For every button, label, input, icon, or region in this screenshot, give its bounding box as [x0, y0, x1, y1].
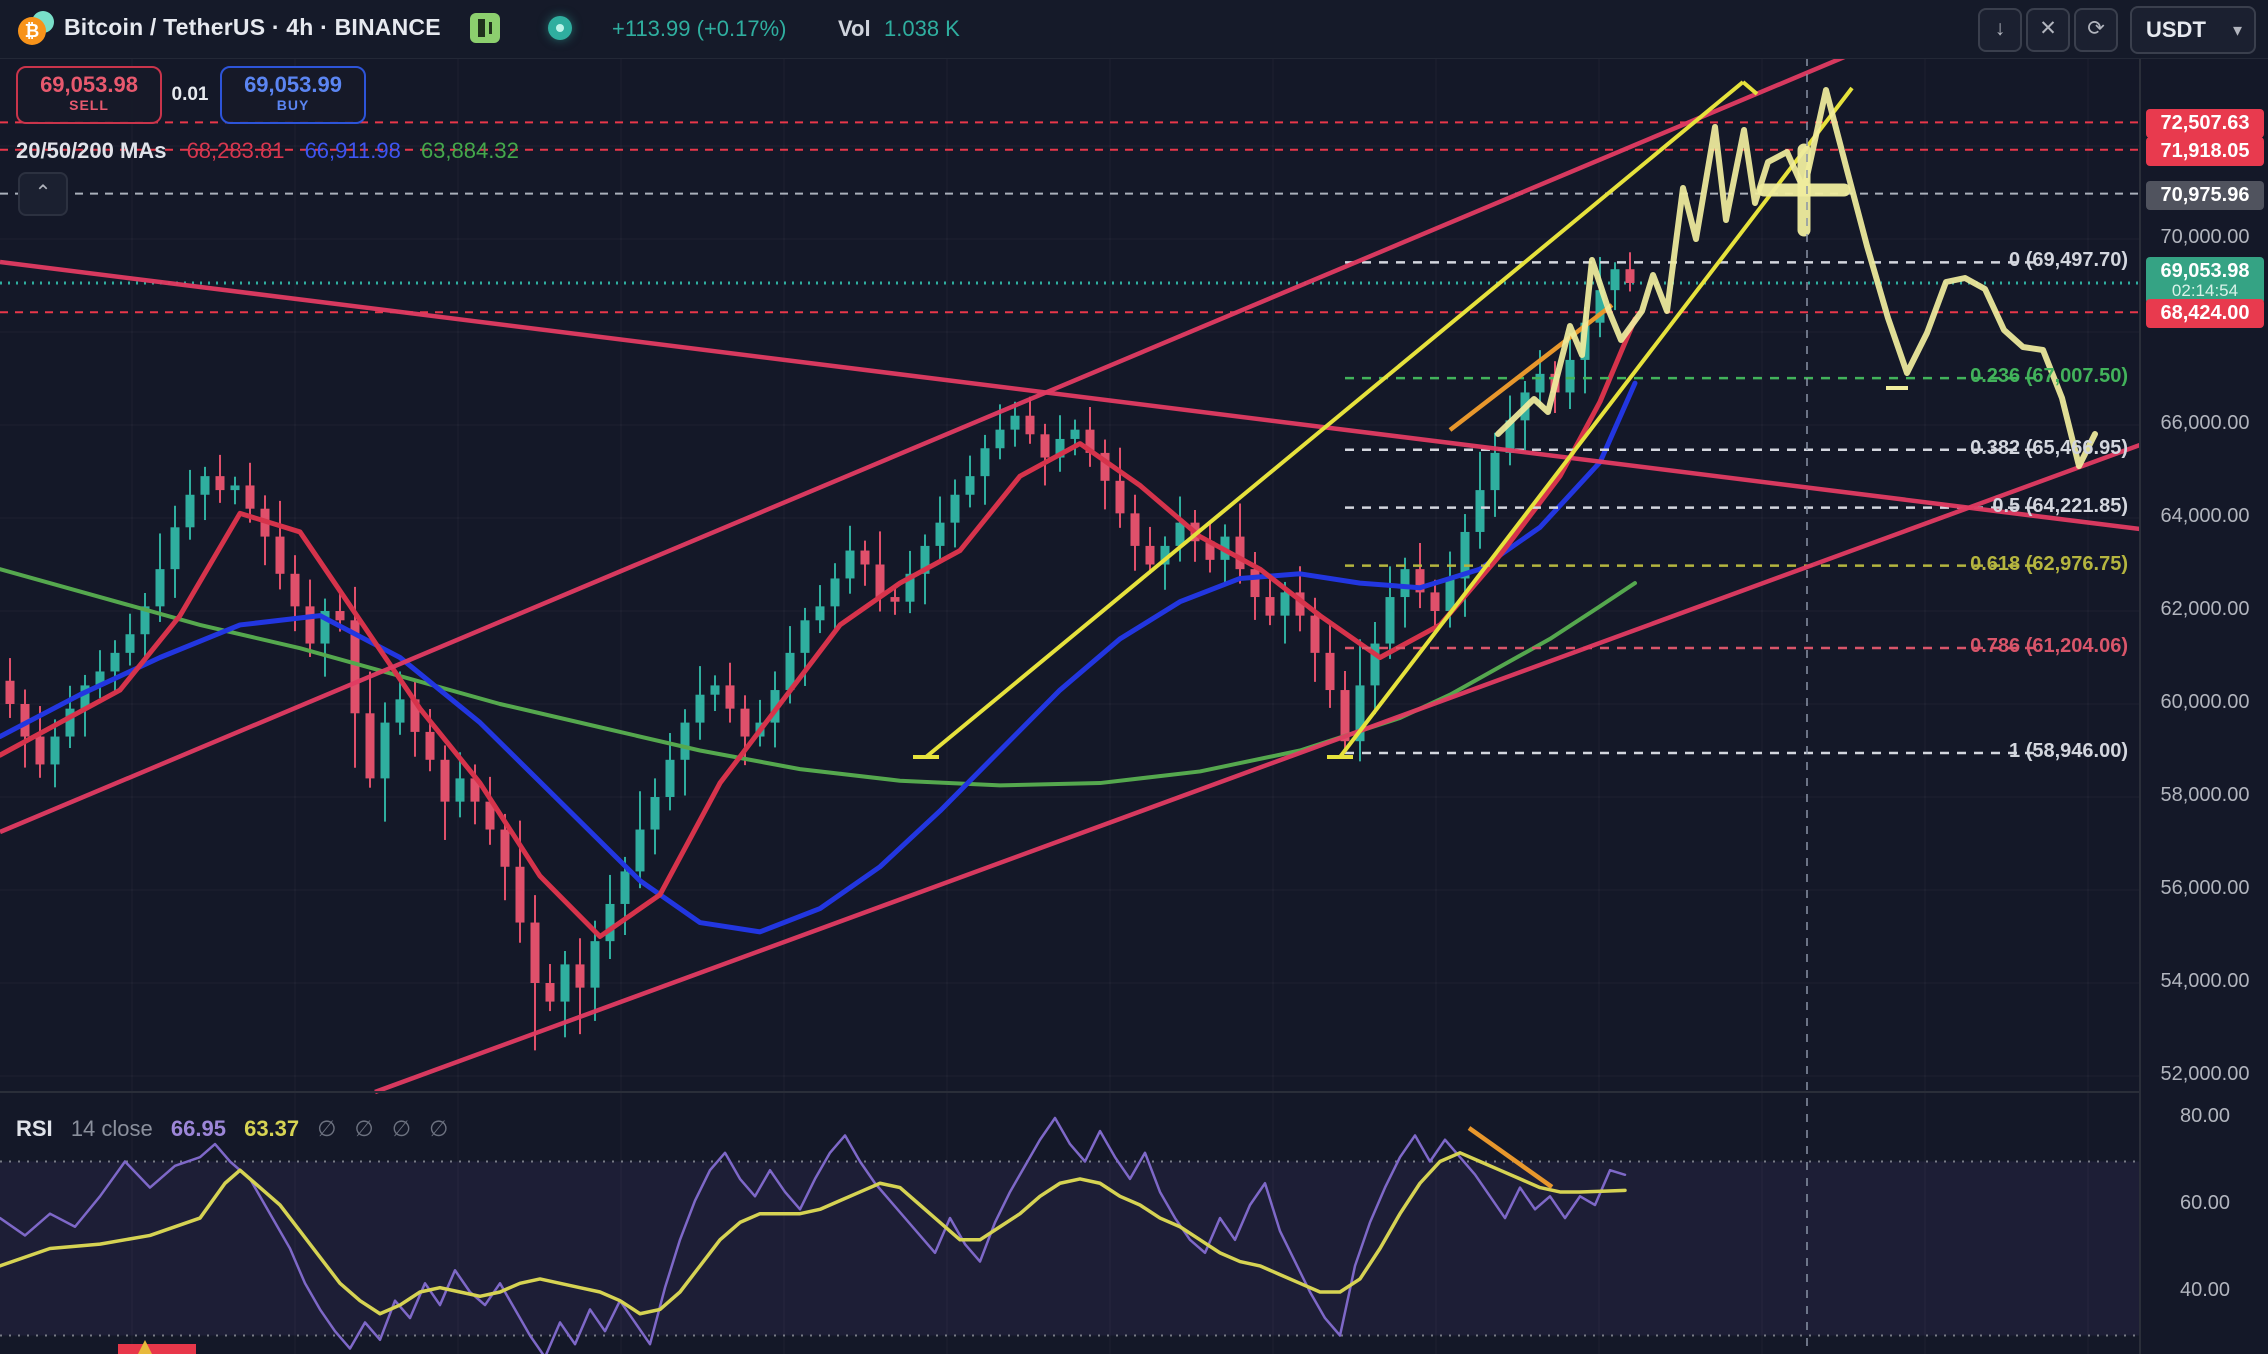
- price-axis-label: 70,000.00: [2160, 226, 2250, 248]
- currency-dropdown[interactable]: USDT ▾: [2130, 6, 2256, 54]
- price-axis-label: 62,000.00: [2160, 598, 2250, 620]
- sell-button[interactable]: 69,053.98 SELL: [16, 66, 162, 124]
- header-bar: ₿ Bitcoin / TetherUS · 4h · BINANCE +113…: [0, 0, 2268, 59]
- price-axis-label: 69,053.98 02:14:54: [2146, 257, 2264, 304]
- fib-level-label: 0.236 (67,007.50): [1970, 365, 2128, 387]
- price-axis-label: 52,000.00: [2160, 1063, 2250, 1085]
- volume-label: Vol: [838, 16, 871, 41]
- price-axis-label: 71,918.05: [2146, 137, 2264, 166]
- price-axis-label: 56,000.00: [2160, 877, 2250, 899]
- sell-price: 69,053.98: [40, 72, 138, 97]
- price-change: +113.99 (+0.17%): [612, 16, 787, 41]
- rsi-axis-label: 60.00: [2179, 1192, 2231, 1214]
- buy-price: 69,053.99: [244, 72, 342, 97]
- buy-label: BUY: [276, 97, 310, 113]
- rsi-ma-value: 63.37: [244, 1116, 300, 1141]
- rsi-name: RSI: [16, 1116, 53, 1141]
- rsi-axis-label: 40.00: [2179, 1279, 2231, 1301]
- rsi-value: 66.95: [170, 1116, 226, 1141]
- download-button[interactable]: ↓: [1978, 8, 2022, 52]
- fib-level-label: 0 (69,497.70): [2009, 249, 2128, 271]
- rsi-axis-label: 80.00: [2179, 1105, 2231, 1127]
- spread-value: 0.01: [171, 84, 209, 105]
- price-axis-label: 66,000.00: [2160, 412, 2250, 434]
- fib-level-label: 0.382 (65,466.95): [1970, 437, 2128, 459]
- ma200-value: 63,884.32: [420, 138, 519, 163]
- refresh-button[interactable]: ⟳: [2074, 8, 2118, 52]
- price-axis-label: 72,507.63: [2146, 109, 2264, 138]
- chevron-down-icon: ▾: [2232, 20, 2242, 40]
- fib-level-label: 0.618 (62,976.75): [1970, 553, 2128, 575]
- sell-label: SELL: [69, 97, 109, 113]
- collapse-legend-button[interactable]: ⌃: [18, 172, 68, 216]
- rsi-params: 14 close: [70, 1116, 153, 1141]
- ma-legend: 20/50/200 MAs 68,283.81 66,911.98 63,884…: [16, 138, 533, 164]
- ma-legend-label: 20/50/200 MAs: [16, 138, 167, 163]
- bitcoin-logo-icon: ₿: [18, 11, 58, 47]
- fib-level-label: 0.5 (64,221.85): [1992, 495, 2128, 517]
- countdown-timer: 02:14:54: [2171, 281, 2239, 300]
- rsi-empty-slots: ∅ ∅ ∅ ∅: [317, 1116, 455, 1141]
- price-axis-label: 68,424.00: [2146, 299, 2264, 328]
- rsi-legend: RSI 14 close 66.95 63.37 ∅ ∅ ∅ ∅: [16, 1116, 466, 1142]
- price-axis-label: 58,000.00: [2160, 784, 2250, 806]
- collapse-button[interactable]: ✕: [2026, 8, 2070, 52]
- currency-value: USDT: [2146, 17, 2206, 42]
- price-axis-label: 70,975.96: [2146, 181, 2264, 210]
- price-axis-label: 60,000.00: [2160, 691, 2250, 713]
- volume-value: 1.038 K: [884, 16, 960, 41]
- buy-button[interactable]: 69,053.99 BUY: [220, 66, 366, 124]
- chart-type-icon[interactable]: [470, 13, 500, 43]
- ma50-value: 66,911.98: [304, 138, 401, 163]
- market-status-icon: [548, 16, 572, 40]
- ma20-value: 68,283.81: [186, 138, 285, 163]
- refresh-icon: ⟳: [2087, 17, 2105, 40]
- collapse-icon: ✕: [2039, 17, 2057, 40]
- symbol-title[interactable]: Bitcoin / TetherUS · 4h · BINANCE: [64, 14, 441, 40]
- price-axis-label: 54,000.00: [2160, 970, 2250, 992]
- price-axis-label: 64,000.00: [2160, 505, 2250, 527]
- download-icon: ↓: [1994, 17, 2006, 40]
- fib-level-label: 1 (58,946.00): [2009, 740, 2128, 762]
- fib-level-label: 0.786 (61,204.06): [1970, 635, 2128, 657]
